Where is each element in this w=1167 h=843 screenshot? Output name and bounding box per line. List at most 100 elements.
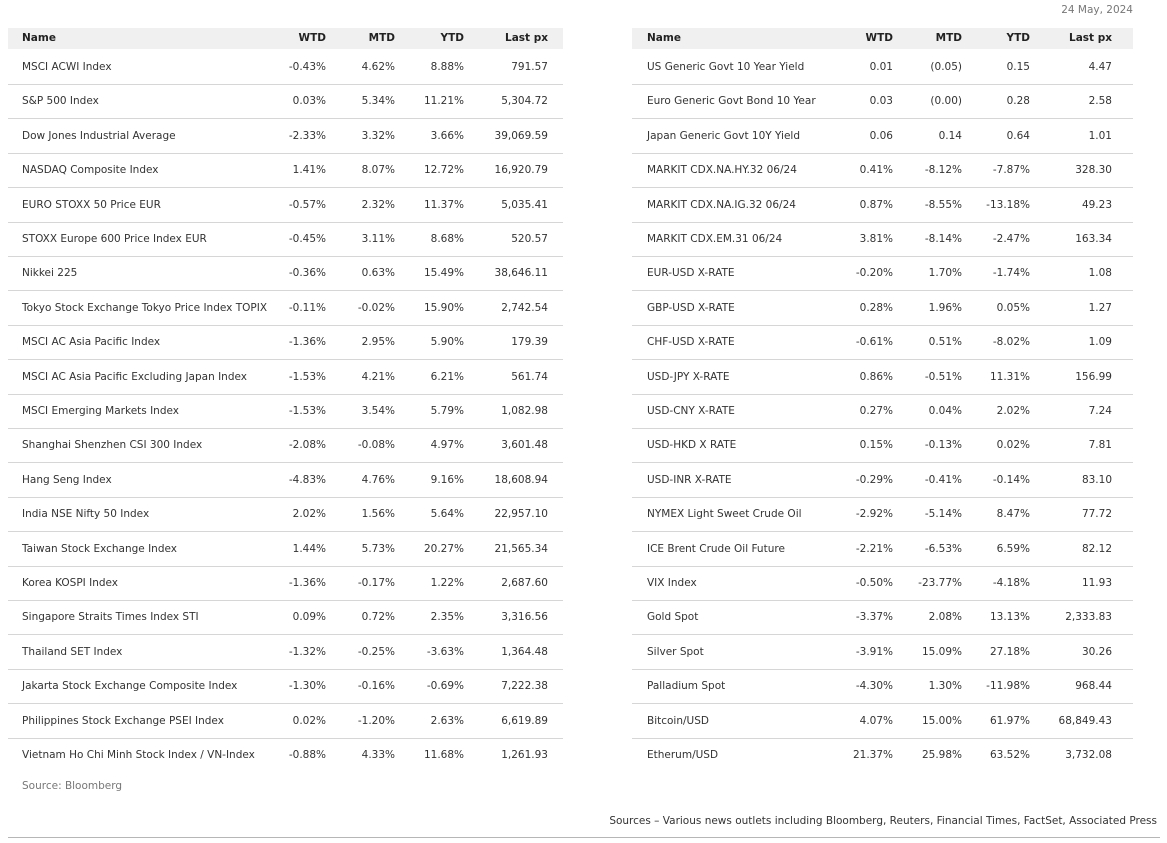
cell: -2.33% bbox=[288, 129, 326, 142]
column-header: YTD bbox=[1006, 32, 1030, 44]
cell: 0.09% bbox=[292, 611, 326, 624]
cell: 21.37% bbox=[852, 749, 893, 761]
row-divider bbox=[8, 565, 563, 567]
cell: 791.57 bbox=[511, 61, 548, 73]
cell: 5,304.72 bbox=[501, 95, 548, 108]
cell: 0.03% bbox=[292, 95, 326, 108]
cell: 2,742.54 bbox=[501, 301, 548, 314]
cell: -8.02% bbox=[992, 336, 1030, 349]
row-divider bbox=[8, 703, 563, 705]
cell: 968.44 bbox=[1075, 680, 1112, 693]
row-name: Tokyo Stock Exchange Tokyo Price Index T… bbox=[22, 301, 268, 314]
cell: 0.14 bbox=[938, 129, 962, 142]
cell: -1.36% bbox=[288, 577, 326, 589]
row-name: Euro Generic Govt Bond 10 Year bbox=[647, 95, 816, 108]
row-name: Korea KOSPI Index bbox=[22, 577, 119, 589]
cell: 15.49% bbox=[423, 267, 464, 280]
cell: 156.99 bbox=[1075, 370, 1112, 383]
row-name: India NSE Nifty 50 Index bbox=[22, 508, 150, 521]
row-name: Hang Seng Index bbox=[22, 473, 112, 486]
row-divider bbox=[632, 600, 1133, 601]
row-name: Dow Jones Industrial Average bbox=[22, 129, 176, 142]
cell: 3,316.56 bbox=[501, 611, 548, 624]
cell: -3.91% bbox=[855, 645, 893, 658]
row-divider bbox=[8, 393, 563, 395]
cell: 38,646.11 bbox=[494, 267, 548, 280]
cell: 0.63% bbox=[361, 267, 395, 280]
row-name: Thailand SET Index bbox=[22, 645, 123, 658]
cell: 27.18% bbox=[989, 645, 1030, 658]
column-header: MTD bbox=[935, 32, 962, 44]
cell: -6.53% bbox=[924, 542, 962, 555]
cell: 20.27% bbox=[423, 542, 464, 555]
row-name: Gold Spot bbox=[647, 611, 699, 624]
cell: 0.72% bbox=[361, 611, 395, 624]
cell: (0.05) bbox=[930, 61, 962, 73]
cell: -5.14% bbox=[924, 508, 962, 521]
row-divider bbox=[8, 634, 563, 636]
cell: 0.27% bbox=[859, 405, 893, 417]
cell: 0.04% bbox=[928, 405, 962, 417]
cell: 1.70% bbox=[928, 267, 962, 280]
cell: 1.27 bbox=[1088, 301, 1112, 314]
cell: 0.64 bbox=[1006, 129, 1030, 142]
row-divider bbox=[8, 531, 563, 533]
row-divider bbox=[632, 118, 1133, 120]
cell: -1.74% bbox=[992, 267, 1030, 280]
row-divider bbox=[8, 118, 563, 120]
cell: 0.01 bbox=[869, 61, 893, 73]
cell: (0.00) bbox=[930, 95, 962, 108]
cell: -0.20% bbox=[855, 267, 893, 280]
row-name: USD-CNY X-RATE bbox=[647, 405, 735, 417]
cell: 15.09% bbox=[921, 645, 962, 658]
row-name: EURO STOXX 50 Price EUR bbox=[22, 198, 161, 211]
row-divider bbox=[8, 737, 563, 739]
cell: 12.72% bbox=[423, 164, 464, 177]
cell: 82.12 bbox=[1081, 542, 1112, 555]
cell: 2.63% bbox=[430, 714, 464, 727]
cell: 0.28 bbox=[1006, 95, 1030, 108]
cell: 1.44% bbox=[292, 542, 326, 555]
row-name: MARKIT CDX.NA.HY.32 06/24 bbox=[647, 164, 797, 177]
cell: 4.97% bbox=[430, 439, 464, 452]
row-name: S&P 500 Index bbox=[22, 95, 99, 108]
row-name: Bitcoin/USD bbox=[647, 714, 709, 727]
cell: 8.07% bbox=[361, 164, 395, 177]
row-divider bbox=[632, 152, 1133, 154]
cell: -8.14% bbox=[924, 233, 962, 245]
row-divider bbox=[632, 668, 1133, 670]
cell: 3,732.08 bbox=[1065, 749, 1112, 761]
cell: 4.47 bbox=[1088, 61, 1112, 73]
cell: -0.50% bbox=[855, 577, 893, 589]
cell: -0.69% bbox=[426, 680, 464, 693]
row-divider bbox=[632, 393, 1133, 395]
cell: -4.18% bbox=[992, 577, 1030, 589]
cell: 63.52% bbox=[989, 749, 1030, 761]
cell: 11.31% bbox=[989, 370, 1030, 383]
header-row bbox=[8, 28, 563, 49]
date: 24 May, 2024 bbox=[1061, 4, 1133, 16]
cell: 7.81 bbox=[1088, 439, 1112, 452]
cell: 163.34 bbox=[1075, 233, 1112, 245]
cell: 11.93 bbox=[1081, 577, 1112, 589]
row-divider bbox=[632, 290, 1133, 292]
column-header: MTD bbox=[368, 32, 395, 44]
cell: 1.41% bbox=[292, 164, 326, 177]
cell: 520.57 bbox=[511, 233, 548, 245]
cell: 11.37% bbox=[423, 198, 464, 211]
row-divider bbox=[8, 496, 563, 498]
cell: 49.23 bbox=[1081, 198, 1112, 211]
cell: 22,957.10 bbox=[494, 508, 548, 521]
row-divider bbox=[632, 84, 1133, 85]
cell: 3,601.48 bbox=[501, 439, 548, 452]
row-divider bbox=[8, 290, 563, 292]
cell: 13.13% bbox=[989, 611, 1030, 624]
cell: -0.17% bbox=[357, 577, 395, 589]
column-header: WTD bbox=[865, 32, 893, 44]
cell: 2.02% bbox=[292, 508, 326, 521]
row-name: VIX Index bbox=[647, 577, 697, 589]
row-name: USD-HKD X RATE bbox=[647, 439, 737, 452]
row-divider bbox=[8, 324, 563, 326]
column-header: WTD bbox=[298, 32, 326, 44]
footer-rule bbox=[8, 837, 1160, 838]
